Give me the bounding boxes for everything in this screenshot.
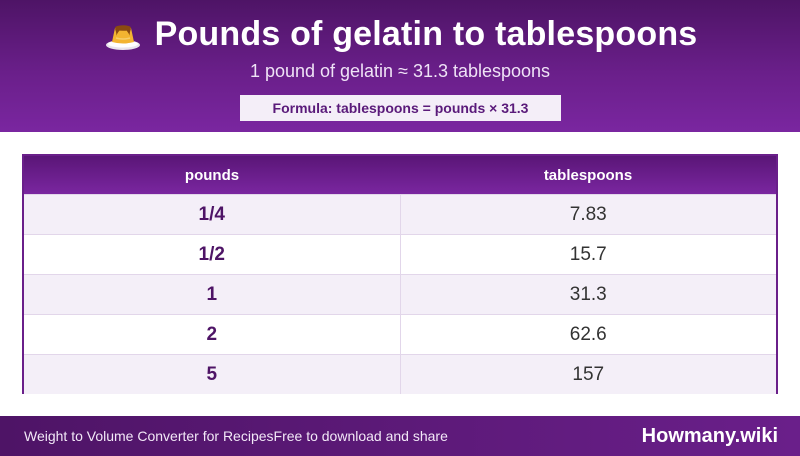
table-row: 2 62.6 — [24, 314, 776, 354]
brand-logo-text[interactable]: Howmany.wiki — [641, 424, 778, 447]
footer-tagline: Free to download and share — [273, 428, 448, 444]
pounds-cell: 1/2 — [24, 235, 401, 274]
flan-pudding-icon — [103, 14, 143, 54]
tablespoons-cell: 31.3 — [569, 283, 607, 305]
pounds-cell: 2 — [24, 315, 401, 354]
tablespoons-cell: 157 — [572, 363, 605, 385]
footer-converter-name: Weight to Volume Converter for Recipes — [24, 428, 274, 444]
tablespoons-cell: 7.83 — [569, 203, 607, 225]
title-row: Pounds of gelatin to tablespoons — [0, 14, 800, 54]
table-row: 1/2 15.7 — [24, 234, 776, 274]
pounds-cell: 5 — [24, 355, 401, 394]
conversion-subtitle: 1 pound of gelatin ≈ 31.3 tablespoons — [249, 61, 551, 81]
conversion-table: pounds tablespoons 1/4 7.83 1/2 15.7 1 3… — [22, 154, 778, 394]
pounds-cell: 1 — [24, 275, 401, 314]
formula-box: Formula: tablespoons = pounds × 31.3 — [240, 95, 561, 121]
pounds-cell: 1/4 — [24, 195, 401, 234]
column-header-pounds: pounds — [184, 166, 240, 184]
page-title: Pounds of gelatin to tablespoons — [154, 15, 698, 53]
table-row: 5 157 — [24, 354, 776, 394]
tablespoons-cell: 62.6 — [569, 323, 607, 345]
column-header-tablespoons: tablespoons — [543, 166, 633, 184]
table-row: 1 31.3 — [24, 274, 776, 314]
footer-bar: Weight to Volume Converter for Recipes F… — [0, 416, 800, 456]
header-banner: Pounds of gelatin to tablespoons 1 pound… — [0, 0, 800, 132]
table-row: 1/4 7.83 — [24, 194, 776, 234]
tablespoons-cell: 15.7 — [569, 243, 607, 265]
table-header: pounds tablespoons — [24, 156, 776, 194]
